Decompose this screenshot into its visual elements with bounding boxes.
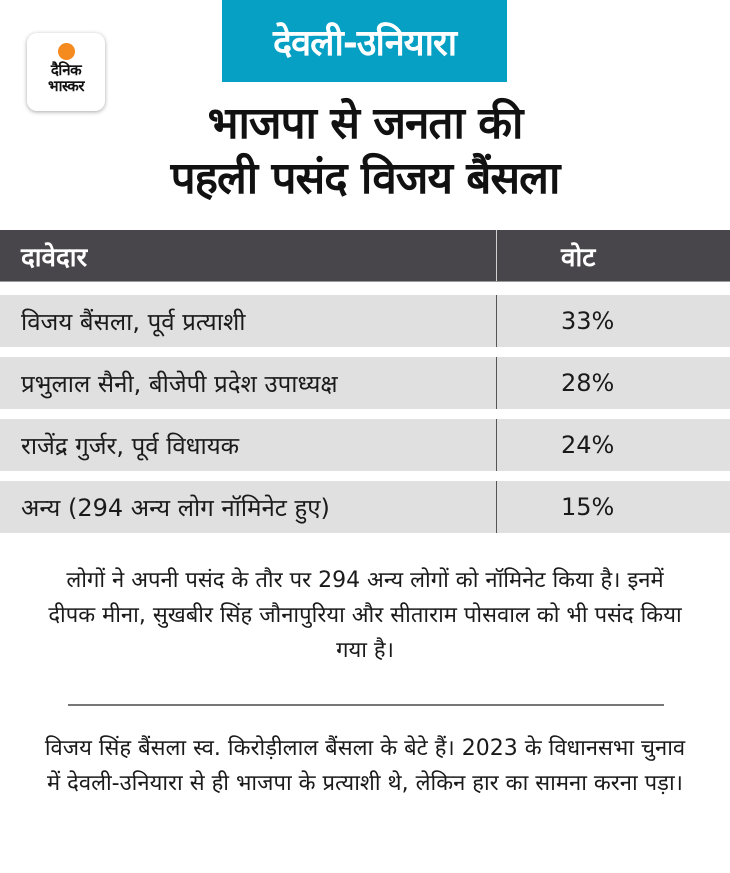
headline-line1: भाजपा से जनता की bbox=[207, 98, 524, 149]
headline-line2: पहली पसंद विजय बैंसला bbox=[170, 153, 561, 204]
candidate-background-note: विजय सिंह बैंसला स्व. किरोड़ीलाल बैंसला … bbox=[44, 736, 686, 796]
logo-text-line2: भास्कर bbox=[48, 77, 84, 95]
table-row: प्रभुलाल सैनी, बीजेपी प्रदेश उपाध्यक्ष 2… bbox=[0, 357, 730, 409]
table-row: राजेंद्र गुर्जर, पूर्व विधायक 24% bbox=[0, 419, 730, 471]
candidate-cell: प्रभुलाल सैनी, बीजेपी प्रदेश उपाध्यक्ष bbox=[0, 357, 497, 409]
table-body: विजय बैंसला, पूर्व प्रत्याशी 33% प्रभुला… bbox=[0, 295, 730, 533]
vote-cell: 33% bbox=[561, 307, 615, 335]
table-header: दावेदार वोट bbox=[0, 230, 730, 282]
table-row: विजय बैंसला, पूर्व प्रत्याशी 33% bbox=[0, 295, 730, 347]
candidate-cell: विजय बैंसला, पूर्व प्रत्याशी bbox=[0, 295, 497, 347]
logo-text-line1: दैनिक bbox=[50, 61, 82, 79]
constituency-badge: देवली-उनियारा bbox=[222, 0, 507, 82]
vote-cell: 24% bbox=[561, 431, 615, 459]
sun-icon bbox=[57, 43, 75, 60]
headline: भाजपा से जनता की पहली पसंद विजय बैंसला bbox=[0, 96, 730, 206]
table-row: अन्य (294 अन्य लोग नॉमिनेट हुए) 15% bbox=[0, 481, 730, 533]
header-candidate: दावेदार bbox=[0, 230, 497, 281]
candidate-cell: अन्य (294 अन्य लोग नॉमिनेट हुए) bbox=[0, 481, 497, 533]
nominations-note: लोगों ने अपनी पसंद के तौर पर 294 अन्य लो… bbox=[48, 568, 682, 663]
header-vote: वोट bbox=[561, 242, 596, 273]
candidate-cell: राजेंद्र गुर्जर, पूर्व विधायक bbox=[0, 419, 497, 471]
vote-table: दावेदार वोट विजय बैंसला, पूर्व प्रत्याशी… bbox=[0, 230, 730, 533]
dainik-bhaskar-logo: दैनिक भास्कर bbox=[27, 33, 105, 111]
divider bbox=[68, 704, 664, 706]
vote-cell: 28% bbox=[561, 369, 615, 397]
vote-cell: 15% bbox=[561, 493, 615, 521]
